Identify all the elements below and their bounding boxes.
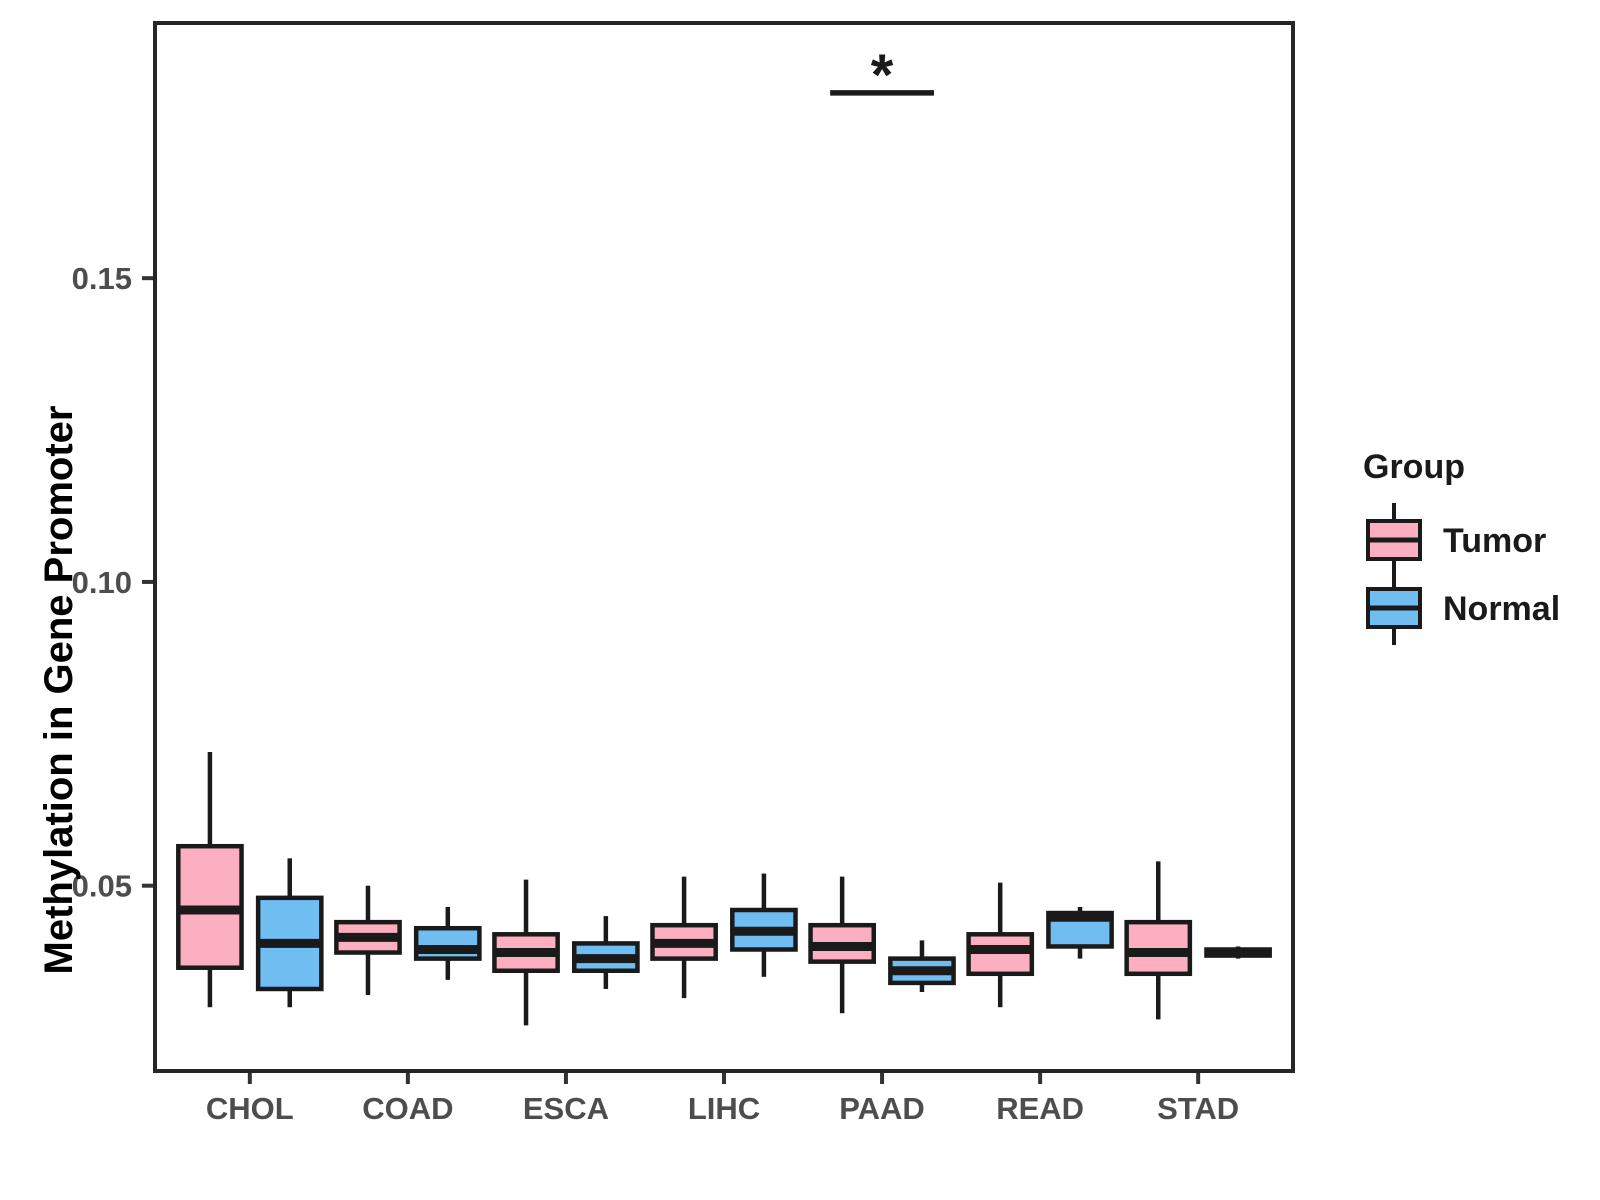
- boxplot-LIHC-Normal: [730, 873, 798, 977]
- y-axis-title: Methylation in Gene Promoter: [37, 406, 81, 975]
- significance-star: *: [871, 43, 894, 108]
- x-axis-label-PAAD: PAAD: [839, 1091, 925, 1126]
- boxplot-PAAD-Normal: [888, 940, 956, 993]
- boxplot-COAD-Normal: [413, 906, 482, 980]
- boxplot-CHOL-Tumor: [176, 752, 244, 1008]
- boxplot-STAD-Tumor: [1124, 861, 1193, 1020]
- x-axis-label-READ: READ: [996, 1091, 1084, 1126]
- boxplot-PAAD-Tumor: [808, 876, 877, 1014]
- legend-label-tumor: Tumor: [1443, 522, 1546, 560]
- significance-bracket: *: [830, 43, 934, 108]
- boxplot-COAD-Tumor: [334, 885, 402, 996]
- panel-border: [153, 21, 1295, 1073]
- legend-entry-normal: Normal: [1366, 571, 1560, 645]
- boxplot-ESCA-Normal: [571, 916, 640, 989]
- boxplot-READ-Tumor: [966, 882, 1035, 1008]
- y-axis-tick-label: 0.15: [72, 261, 132, 296]
- legend: Group Tumor Normal: [1363, 448, 1560, 645]
- boxplot-STAD-Normal: [1204, 946, 1272, 959]
- box-iqr: [1124, 919, 1193, 977]
- plot-layer: 0.05 0.10 0.15 CHOL COAD ESCA LIHC PAAD READ STAD…: [72, 43, 1272, 1126]
- y-axis-tick-label: 0.10: [72, 565, 132, 600]
- boxplot-ESCA-Tumor: [492, 879, 560, 1026]
- y-axis-tick-label: 0.05: [72, 869, 132, 904]
- legend-entry-tumor: Tumor: [1366, 503, 1546, 577]
- box-iqr: [413, 925, 482, 961]
- x-axis-label-COAD: COAD: [362, 1091, 453, 1126]
- x-axis-label-ESCA: ESCA: [523, 1091, 609, 1126]
- box-iqr: [966, 932, 1035, 977]
- x-axis-label-STAD: STAD: [1157, 1091, 1239, 1126]
- boxplot-LIHC-Tumor: [650, 876, 718, 999]
- x-axis-label-CHOL: CHOL: [206, 1091, 294, 1126]
- boxplot-READ-Normal: [1046, 906, 1114, 959]
- legend-title: Group: [1363, 448, 1465, 486]
- x-axis-label-LIHC: LIHC: [688, 1091, 760, 1126]
- legend-label-normal: Normal: [1443, 590, 1560, 628]
- boxplot-CHOL-Normal: [255, 858, 324, 1008]
